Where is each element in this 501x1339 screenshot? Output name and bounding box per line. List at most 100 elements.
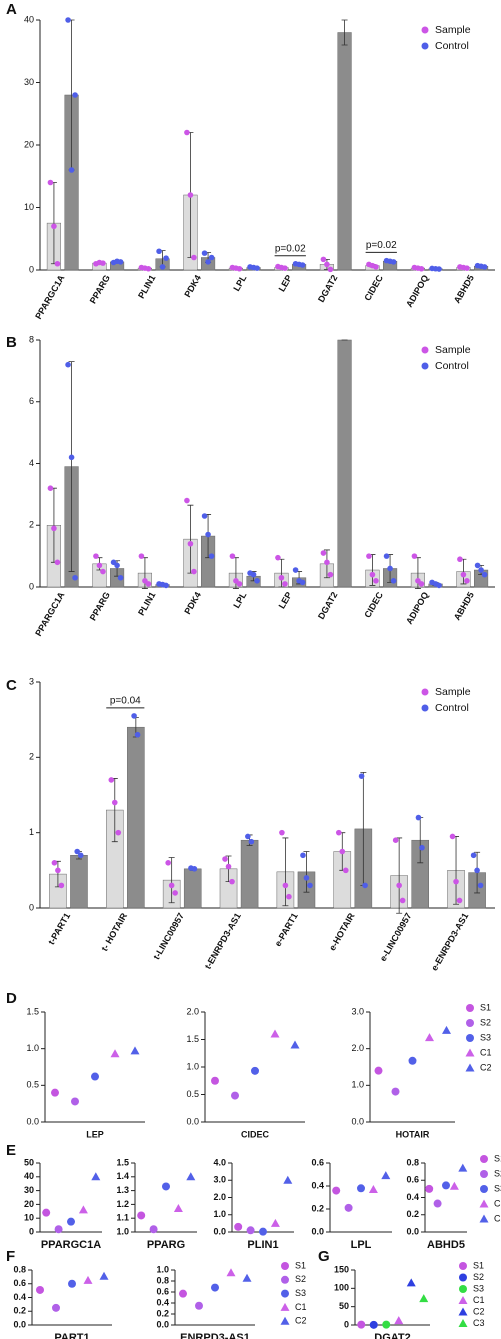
data-point bbox=[408, 1056, 417, 1065]
data-point bbox=[184, 497, 190, 504]
data-point bbox=[411, 553, 418, 559]
data-point bbox=[137, 1211, 146, 1220]
data-point bbox=[442, 1025, 451, 1034]
legend-label: Sample bbox=[435, 24, 471, 36]
data-point bbox=[205, 259, 211, 265]
legend-label: S1 bbox=[295, 1260, 306, 1270]
x-tick-label: e-PART1 bbox=[273, 911, 300, 948]
data-point bbox=[51, 525, 57, 532]
y-tick-label: 0.0 bbox=[351, 1116, 364, 1126]
legend-marker bbox=[421, 26, 429, 34]
data-point bbox=[449, 833, 456, 840]
data-point bbox=[114, 562, 120, 569]
y-tick-label: 1.0 bbox=[156, 1264, 169, 1274]
data-point bbox=[47, 485, 54, 492]
y-tick-label: 0.6 bbox=[406, 1175, 419, 1185]
data-point bbox=[91, 1072, 99, 1081]
data-point bbox=[290, 1040, 300, 1049]
y-tick-label: 50 bbox=[24, 1157, 34, 1167]
data-point bbox=[303, 875, 310, 881]
y-tick-label: 4.0 bbox=[213, 1157, 226, 1167]
data-point bbox=[335, 829, 342, 836]
x-tick-label: LPL bbox=[231, 273, 248, 293]
data-point bbox=[344, 1203, 353, 1212]
data-point bbox=[299, 579, 306, 586]
data-point bbox=[229, 553, 236, 559]
legend-label: C2 bbox=[480, 1062, 492, 1072]
data-point bbox=[369, 1320, 378, 1329]
data-point bbox=[184, 129, 190, 136]
data-point bbox=[93, 553, 99, 559]
panel-label: G bbox=[318, 1248, 330, 1265]
annotation: p=0.02 bbox=[366, 240, 397, 251]
data-point bbox=[187, 192, 194, 198]
y-tick-label: 0.8 bbox=[156, 1275, 169, 1285]
data-point bbox=[242, 1273, 252, 1282]
data-point bbox=[418, 265, 425, 272]
data-point bbox=[477, 882, 484, 889]
data-point bbox=[54, 260, 61, 267]
y-tick-label: 2.0 bbox=[351, 1043, 364, 1053]
data-point bbox=[283, 1175, 293, 1184]
y-tick-label: 0.0 bbox=[406, 1226, 419, 1236]
y-tick-label: 100 bbox=[334, 1283, 349, 1293]
bar bbox=[183, 868, 202, 909]
y-tick-label: 1.5 bbox=[116, 1157, 129, 1167]
data-point bbox=[36, 1285, 44, 1294]
data-point bbox=[453, 878, 459, 885]
data-point bbox=[383, 553, 390, 559]
data-point bbox=[327, 266, 334, 273]
legend-label: Sample bbox=[435, 686, 471, 698]
y-tick-label: 30 bbox=[24, 1185, 34, 1195]
data-point bbox=[191, 254, 197, 261]
y-tick-label: 1.0 bbox=[351, 1080, 364, 1090]
data-point bbox=[54, 1225, 63, 1234]
y-tick-label: 0.6 bbox=[311, 1157, 324, 1167]
x-tick-label: ADIPOQ bbox=[404, 273, 430, 309]
x-tick-label: LEP bbox=[277, 590, 294, 610]
data-point bbox=[163, 255, 169, 261]
data-point bbox=[172, 890, 178, 896]
y-tick-label: 3 bbox=[29, 676, 34, 686]
data-point bbox=[51, 223, 57, 230]
data-point bbox=[231, 1091, 239, 1100]
data-point bbox=[236, 265, 243, 272]
data-point bbox=[245, 833, 251, 840]
y-tick-label: 0.4 bbox=[156, 1297, 169, 1307]
data-point bbox=[419, 1294, 429, 1303]
legend-marker bbox=[466, 1004, 474, 1012]
legend-label: Control bbox=[435, 40, 469, 52]
legend-marker bbox=[280, 1302, 290, 1311]
data-point bbox=[474, 867, 480, 874]
panel-label: A bbox=[6, 1, 17, 18]
data-point bbox=[464, 265, 470, 271]
data-point bbox=[358, 773, 365, 779]
data-point bbox=[442, 1181, 450, 1190]
x-tick-label: e-ENRPD3-AS1 bbox=[429, 911, 470, 972]
y-tick-label: 30 bbox=[24, 77, 34, 87]
legend-marker bbox=[421, 42, 429, 50]
data-point bbox=[357, 1320, 366, 1329]
y-tick-label: 0.0 bbox=[213, 1226, 226, 1236]
data-point bbox=[357, 1184, 365, 1193]
data-point bbox=[72, 92, 78, 98]
data-point bbox=[108, 777, 115, 783]
legend-marker bbox=[421, 688, 429, 696]
data-point bbox=[342, 867, 349, 874]
y-tick-label: 2 bbox=[29, 520, 34, 530]
x-tick-label: e-LINC00957 bbox=[378, 911, 414, 963]
data-point bbox=[222, 856, 228, 862]
bar bbox=[337, 32, 352, 271]
legend-label: S1 bbox=[473, 1260, 484, 1270]
x-tick-label: ABHD5 bbox=[452, 590, 476, 622]
legend-marker bbox=[281, 1289, 289, 1298]
x-tick-label: t- HOTAIR bbox=[99, 911, 129, 953]
data-point bbox=[324, 559, 330, 566]
legend-label: C1 bbox=[295, 1302, 307, 1312]
data-point bbox=[299, 262, 306, 268]
legend-label: S3 bbox=[494, 1183, 501, 1193]
data-point bbox=[320, 550, 327, 556]
data-point bbox=[156, 248, 162, 255]
y-tick-label: 50 bbox=[339, 1301, 349, 1311]
x-tick-label: LPL bbox=[231, 590, 248, 610]
